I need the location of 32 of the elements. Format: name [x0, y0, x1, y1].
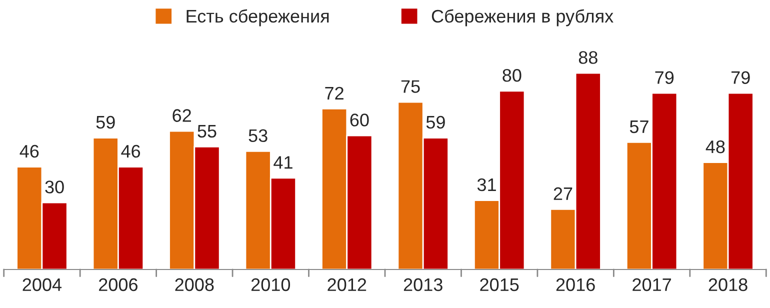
- x-tick-label: 2018: [708, 278, 748, 292]
- data-label: 46: [20, 144, 39, 158]
- x-tick-label: 2015: [480, 278, 519, 292]
- data-label: 48: [706, 140, 725, 154]
- data-label: 59: [426, 116, 445, 129]
- data-label: 57: [630, 120, 648, 134]
- legend-label: Есть сбережения: [186, 9, 329, 26]
- data-label: 79: [655, 71, 674, 84]
- data-label: 88: [578, 51, 598, 64]
- x-tick-label: 2006: [99, 278, 138, 292]
- data-label: 62: [172, 109, 191, 122]
- data-label: 60: [350, 114, 369, 126]
- data-label: 75: [401, 80, 420, 93]
- data-label: 59: [96, 116, 115, 129]
- data-label: 31: [477, 178, 496, 192]
- data-label: 72: [325, 86, 344, 100]
- x-tick-label: 2008: [175, 278, 214, 292]
- data-label: 27: [554, 187, 572, 200]
- data-label: 80: [502, 68, 522, 82]
- data-label: 46: [121, 144, 140, 158]
- x-tick-label: 2017: [632, 278, 671, 292]
- data-label: 53: [248, 129, 268, 142]
- x-tick-label: 2004: [22, 278, 62, 292]
- data-label: 41: [274, 156, 292, 169]
- x-tick-label: 2013: [404, 278, 442, 292]
- data-label: 30: [45, 180, 64, 194]
- x-tick-label: 2010: [251, 278, 290, 292]
- x-tick-label: 2012: [328, 278, 366, 292]
- x-tick-label: 2016: [556, 278, 595, 292]
- legend-label: Сбережения в рублях: [432, 9, 614, 26]
- data-label: 55: [198, 124, 216, 138]
- data-label: 79: [732, 71, 750, 84]
